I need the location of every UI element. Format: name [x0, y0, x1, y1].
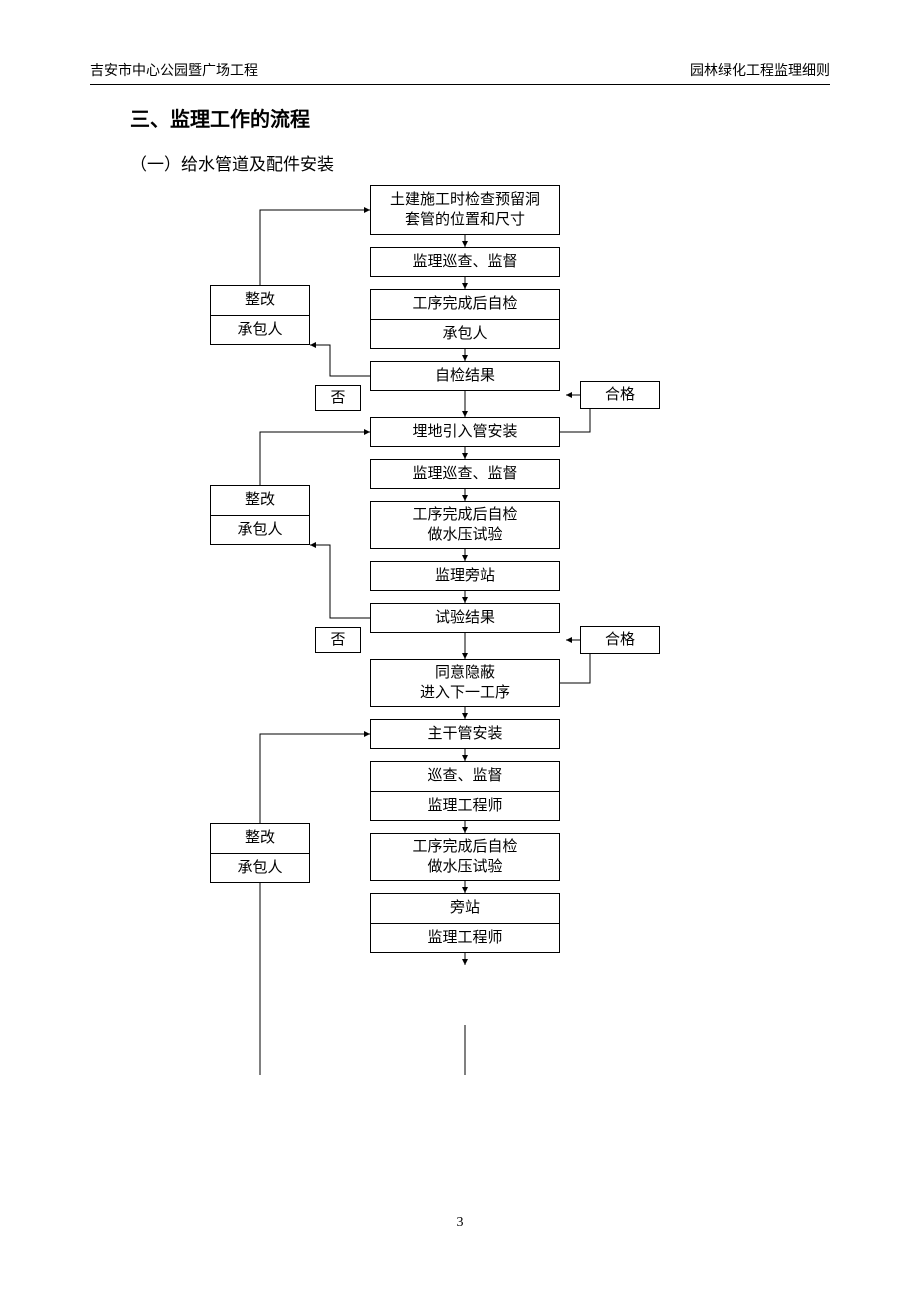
label-pass-1: 合格	[580, 381, 660, 409]
header-left: 吉安市中心公园暨广场工程	[90, 60, 258, 80]
header-right: 园林绿化工程监理细则	[690, 60, 830, 80]
node-rectify-3: 整改 承包人	[210, 823, 310, 883]
node-supervise-1: 监理巡查、监督	[370, 247, 560, 277]
node-rectify-1: 整改 承包人	[210, 285, 310, 345]
node-check-reserved-hole: 土建施工时检查预留洞套管的位置和尺寸	[370, 185, 560, 235]
node-supervise-2: 监理巡查、监督	[370, 459, 560, 489]
node-side-station-2: 旁站 监理工程师	[370, 893, 560, 953]
node-buried-pipe: 埋地引入管安装	[370, 417, 560, 447]
flowchart: 土建施工时检查预留洞套管的位置和尺寸 监理巡查、监督 工序完成后自检 承包人 自…	[90, 185, 830, 1185]
page-number: 3	[90, 1215, 830, 1231]
node-self-check-2: 工序完成后自检做水压试验	[370, 501, 560, 549]
node-side-station-1: 监理旁站	[370, 561, 560, 591]
label-no-2: 否	[315, 627, 361, 653]
node-self-check-1: 工序完成后自检 承包人	[370, 289, 560, 349]
node-self-result-1: 自检结果	[370, 361, 560, 391]
label-no-1: 否	[315, 385, 361, 411]
node-self-check-3: 工序完成后自检做水压试验	[370, 833, 560, 881]
node-test-result: 试验结果	[370, 603, 560, 633]
node-rectify-2: 整改 承包人	[210, 485, 310, 545]
node-accept-concealed: 同意隐蔽进入下一工序	[370, 659, 560, 707]
section-subtitle: （一）给水管道及配件安装	[130, 150, 830, 175]
node-main-pipe: 主干管安装	[370, 719, 560, 749]
label-pass-2: 合格	[580, 626, 660, 654]
header-rule	[90, 84, 830, 85]
node-supervise-3: 巡查、监督 监理工程师	[370, 761, 560, 821]
section-title: 三、监理工作的流程	[130, 103, 830, 132]
